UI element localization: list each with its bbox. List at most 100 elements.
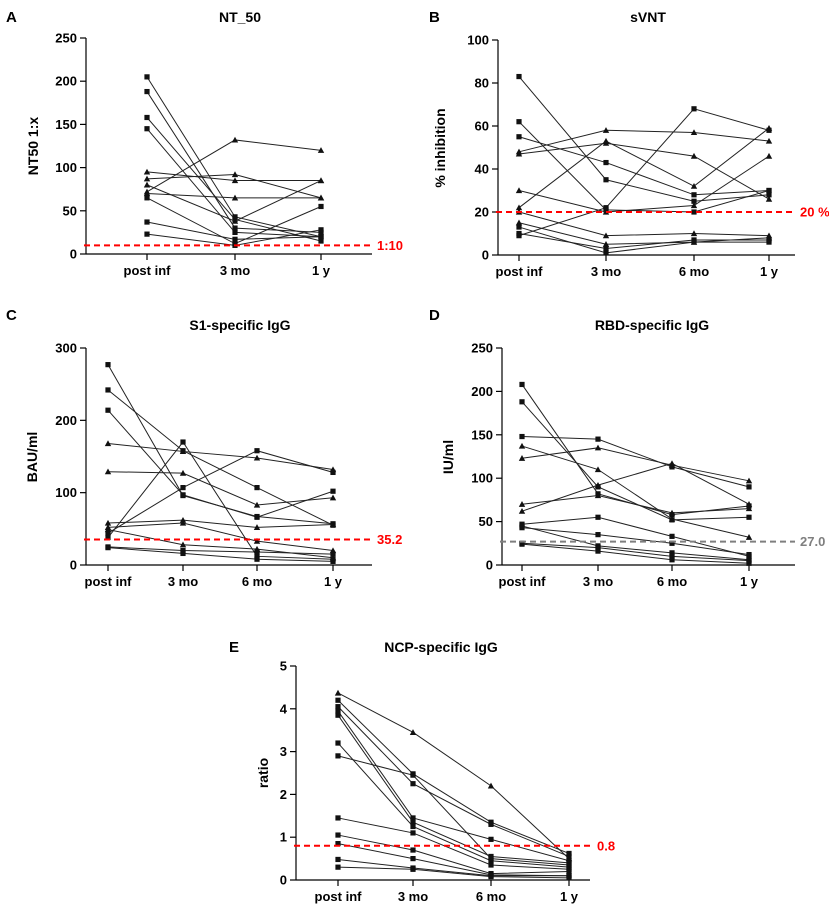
data-point [690,183,698,189]
series-line [518,121,770,213]
series-line [521,516,750,557]
data-point [518,455,526,461]
series-line [518,233,769,250]
y-tick-label: 100 [471,471,493,486]
data-point [668,509,676,516]
data-point [410,815,416,821]
x-tick-label: 1 y [560,889,579,904]
data-point [330,488,336,494]
data-point [746,514,752,520]
data-point [179,519,187,526]
series-line [107,389,334,526]
data-point [231,194,239,201]
data-point [766,192,772,198]
data-point [519,541,525,547]
data-point [335,740,341,746]
data-point [254,485,260,491]
data-point [745,501,753,507]
data-point [668,460,676,467]
data-point [603,250,609,256]
x-tick-label: 1 y [324,574,343,589]
data-point [144,114,150,121]
series-line [518,76,770,202]
data-point [232,236,238,242]
data-point [410,781,416,787]
data-point [488,836,494,842]
data-point [745,534,753,540]
data-point [330,469,336,476]
data-point [595,514,601,520]
data-point [519,381,525,388]
data-point [105,534,111,541]
series-line [518,222,770,245]
data-point [566,862,572,868]
x-tick-label: post inf [499,574,547,589]
series-line [518,108,770,237]
data-point [690,129,698,136]
data-point [180,547,186,554]
data-point [690,202,698,209]
data-point [410,819,416,825]
series-line [337,710,570,862]
series-line [521,542,750,562]
data-point [335,704,341,710]
series-line [107,450,334,534]
x-tick-label: 3 mo [583,574,613,589]
series-line [107,519,334,528]
data-point [231,136,239,143]
y-tick-label: 100 [467,33,489,48]
series-line [107,546,334,555]
data-point [765,152,773,159]
y-tick-label: 3 [280,744,287,759]
chart-title: NCP-specific IgG [384,639,498,655]
y-tick-label: 150 [55,117,77,132]
data-point [179,448,187,455]
series-line [521,543,750,564]
x-tick-label: 6 mo [476,889,506,904]
data-point [595,436,601,442]
data-point [515,150,523,157]
data-point [765,195,773,202]
data-point [746,558,752,564]
series-line [337,858,569,877]
data-point [488,873,494,880]
data-point [105,407,111,413]
data-point [317,147,325,153]
y-axis-label: BAU/ml [24,432,40,483]
data-point [335,864,341,870]
series-line [337,692,570,859]
data-point [594,444,602,451]
series-line [337,755,570,866]
data-point [668,515,676,522]
data-point [690,152,698,159]
data-point [566,875,572,881]
data-point [254,514,260,520]
data-point [594,466,602,473]
y-tick-label: 80 [475,76,489,91]
data-point [488,856,494,862]
data-point [105,545,111,551]
data-point [765,137,773,144]
data-point [253,537,261,544]
series-line [521,462,750,512]
data-point [231,217,239,224]
y-axis-label: IU/ml [440,440,456,474]
data-point [179,469,187,476]
series-line [337,706,570,857]
y-tick-label: 1 [280,830,287,845]
y-tick-label: 50 [63,203,77,218]
data-point [766,127,772,133]
data-point [691,192,697,198]
chart-title: NT_50 [219,9,261,25]
data-point [144,126,150,132]
threshold-label: 0.8 [597,838,615,853]
y-tick-label: 0 [70,247,77,262]
panel-letter: A [6,9,17,26]
y-tick-label: 250 [471,341,493,356]
y-tick-label: 200 [55,413,77,428]
series-line [518,142,770,200]
data-point [519,433,525,440]
data-point [602,137,610,144]
data-point [487,782,495,789]
data-point [232,229,238,235]
